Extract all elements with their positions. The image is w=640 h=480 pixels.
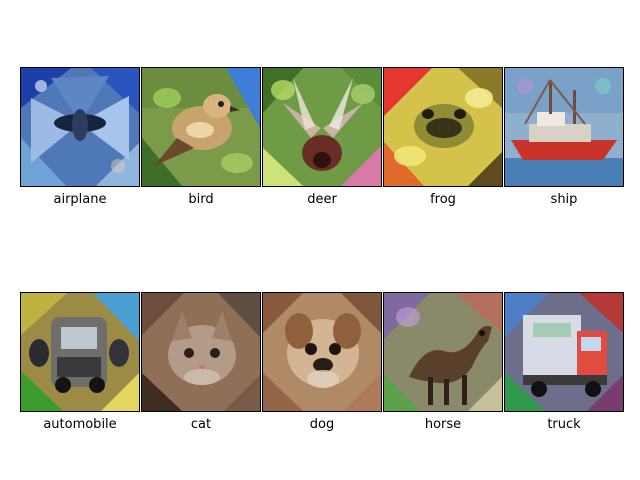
label-horse: horse: [424, 417, 462, 432]
label-automobile: automobile: [43, 417, 117, 432]
automobile-image-art: [21, 293, 139, 411]
label-bird: bird: [188, 192, 214, 207]
image-horse: [383, 292, 503, 412]
label-deer: deer: [307, 192, 337, 207]
frog-image-art: [384, 68, 502, 186]
label-truck: truck: [547, 417, 581, 432]
bird-image-art: [142, 68, 260, 186]
image-automobile: [20, 292, 140, 412]
deer-image-art: [263, 68, 381, 186]
label-cat: cat: [190, 417, 212, 432]
dog-image-art: [263, 293, 381, 411]
label-airplane: airplane: [53, 192, 107, 207]
image-bird: [141, 67, 261, 187]
image-truck: [504, 292, 624, 412]
image-frog: [383, 67, 503, 187]
horse-image-art: [384, 293, 502, 411]
image-deer: [262, 67, 382, 187]
airplane-image-art: [21, 68, 139, 186]
ship-image-art: [505, 68, 623, 186]
cat-image-art: [142, 293, 260, 411]
image-dog: [262, 292, 382, 412]
image-cat: [141, 292, 261, 412]
image-ship: [504, 67, 624, 187]
label-frog: frog: [430, 192, 456, 207]
image-airplane: [20, 67, 140, 187]
truck-image-art: [505, 293, 623, 411]
label-ship: ship: [550, 192, 578, 207]
label-dog: dog: [309, 417, 335, 432]
